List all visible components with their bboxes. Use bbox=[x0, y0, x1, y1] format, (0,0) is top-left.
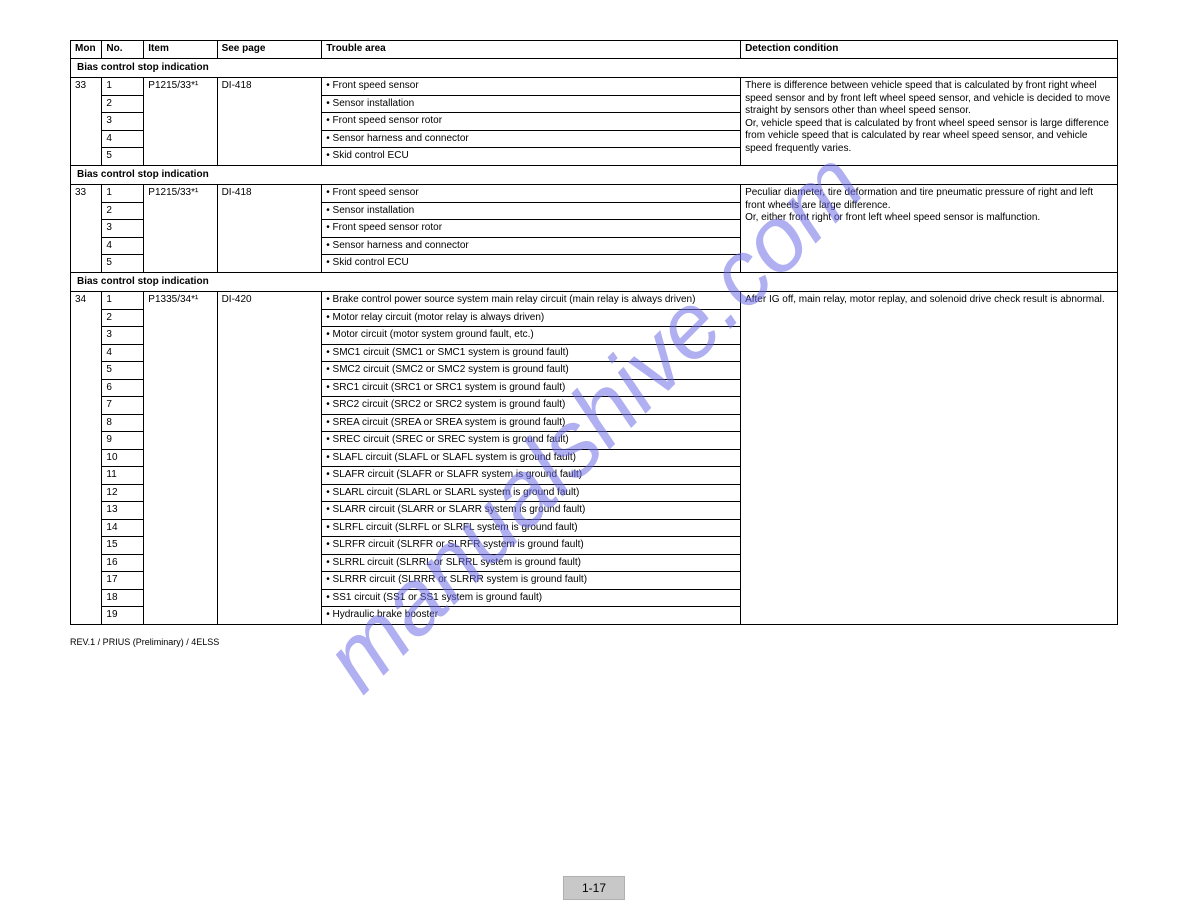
no: 3 bbox=[102, 327, 144, 345]
no: 7 bbox=[102, 397, 144, 415]
area: • SLRRL circuit (SLRRL or SLRRL system i… bbox=[322, 554, 741, 572]
no: 5 bbox=[102, 148, 144, 166]
no: 18 bbox=[102, 589, 144, 607]
no: 1 bbox=[102, 292, 144, 310]
area: • Hydraulic brake booster bbox=[322, 607, 741, 625]
area: • SLARR circuit (SLARR or SLARR system i… bbox=[322, 502, 741, 520]
area: • SLARL circuit (SLARL or SLARL system i… bbox=[322, 484, 741, 502]
area: • SLAFL circuit (SLAFL or SLAFL system i… bbox=[322, 449, 741, 467]
col-page: See page bbox=[217, 41, 322, 59]
no: 2 bbox=[102, 95, 144, 113]
area: • SLAFR circuit (SLAFR or SLAFR system i… bbox=[322, 467, 741, 485]
no: 3 bbox=[102, 113, 144, 131]
code: 34 bbox=[71, 292, 102, 625]
col-det: Detection condition bbox=[741, 41, 1118, 59]
table-head: Mon No. Item See page Trouble area Detec… bbox=[71, 41, 1118, 59]
page-ref: DI-418 bbox=[217, 78, 322, 166]
no: 8 bbox=[102, 414, 144, 432]
no: 13 bbox=[102, 502, 144, 520]
area: • Front speed sensor rotor bbox=[322, 220, 741, 238]
no: 4 bbox=[102, 237, 144, 255]
no: 9 bbox=[102, 432, 144, 450]
page-number: 1-17 bbox=[563, 876, 625, 900]
area: • Motor relay circuit (motor relay is al… bbox=[322, 309, 741, 327]
area: • Front speed sensor bbox=[322, 78, 741, 96]
area: • SMC2 circuit (SMC2 or SMC2 system is g… bbox=[322, 362, 741, 380]
area: • SREC circuit (SREC or SREC system is g… bbox=[322, 432, 741, 450]
area: • Front speed sensor bbox=[322, 185, 741, 203]
no: 5 bbox=[102, 255, 144, 273]
no: 14 bbox=[102, 519, 144, 537]
area: • SRC1 circuit (SRC1 or SRC1 system is g… bbox=[322, 379, 741, 397]
area: • Motor circuit (motor system ground fau… bbox=[322, 327, 741, 345]
area: • SREA circuit (SREA or SREA system is g… bbox=[322, 414, 741, 432]
code: 33 bbox=[71, 185, 102, 273]
no: 12 bbox=[102, 484, 144, 502]
detection: After IG off, main relay, motor replay, … bbox=[741, 292, 1118, 625]
no: 6 bbox=[102, 379, 144, 397]
area: • Front speed sensor rotor bbox=[322, 113, 741, 131]
no: 4 bbox=[102, 130, 144, 148]
no: 19 bbox=[102, 607, 144, 625]
area: • SRC2 circuit (SRC2 or SRC2 system is g… bbox=[322, 397, 741, 415]
section-title: Bias control stop indication bbox=[71, 58, 1118, 78]
col-area: Trouble area bbox=[322, 41, 741, 59]
no: 10 bbox=[102, 449, 144, 467]
no: 4 bbox=[102, 344, 144, 362]
area: • SLRRR circuit (SLRRR or SLRRR system i… bbox=[322, 572, 741, 590]
area: • SLRFR circuit (SLRFR or SLRFR system i… bbox=[322, 537, 741, 555]
area: • SMC1 circuit (SMC1 or SMC1 system is g… bbox=[322, 344, 741, 362]
no: 5 bbox=[102, 362, 144, 380]
no: 2 bbox=[102, 202, 144, 220]
page: manualshive.com Mon No. Item See page Tr… bbox=[0, 0, 1188, 918]
section-title: Bias control stop indication bbox=[71, 272, 1118, 292]
area: • Brake control power source system main… bbox=[322, 292, 741, 310]
no: 3 bbox=[102, 220, 144, 238]
no: 17 bbox=[102, 572, 144, 590]
area: • Sensor harness and connector bbox=[322, 237, 741, 255]
page-ref: DI-420 bbox=[217, 292, 322, 625]
no: 11 bbox=[102, 467, 144, 485]
col-mon: Mon bbox=[71, 41, 102, 59]
area: • Sensor harness and connector bbox=[322, 130, 741, 148]
code: 33 bbox=[71, 78, 102, 166]
area: • Sensor installation bbox=[322, 202, 741, 220]
no: 16 bbox=[102, 554, 144, 572]
no: 1 bbox=[102, 185, 144, 203]
col-no: No. bbox=[102, 41, 144, 59]
area: • SLRFL circuit (SLRFL or SLRFL system i… bbox=[322, 519, 741, 537]
no: 1 bbox=[102, 78, 144, 96]
item: P1215/33*¹ bbox=[144, 78, 217, 166]
reference-table: Mon No. Item See page Trouble area Detec… bbox=[70, 40, 1118, 625]
detection: There is difference between vehicle spee… bbox=[741, 78, 1118, 166]
area: • Skid control ECU bbox=[322, 255, 741, 273]
col-item: Item bbox=[144, 41, 217, 59]
page-ref: DI-418 bbox=[217, 185, 322, 273]
area: • Sensor installation bbox=[322, 95, 741, 113]
area: • SS1 circuit (SS1 or SS1 system is grou… bbox=[322, 589, 741, 607]
no: 15 bbox=[102, 537, 144, 555]
no: 2 bbox=[102, 309, 144, 327]
item: P1215/33*¹ bbox=[144, 185, 217, 273]
area: • Skid control ECU bbox=[322, 148, 741, 166]
detection: Peculiar diameter, tire deformation and … bbox=[741, 185, 1118, 273]
item: P1335/34*¹ bbox=[144, 292, 217, 625]
section-title: Bias control stop indication bbox=[71, 165, 1118, 185]
footer-note: REV.1 / PRIUS (Preliminary) / 4ELSS bbox=[70, 637, 1118, 647]
